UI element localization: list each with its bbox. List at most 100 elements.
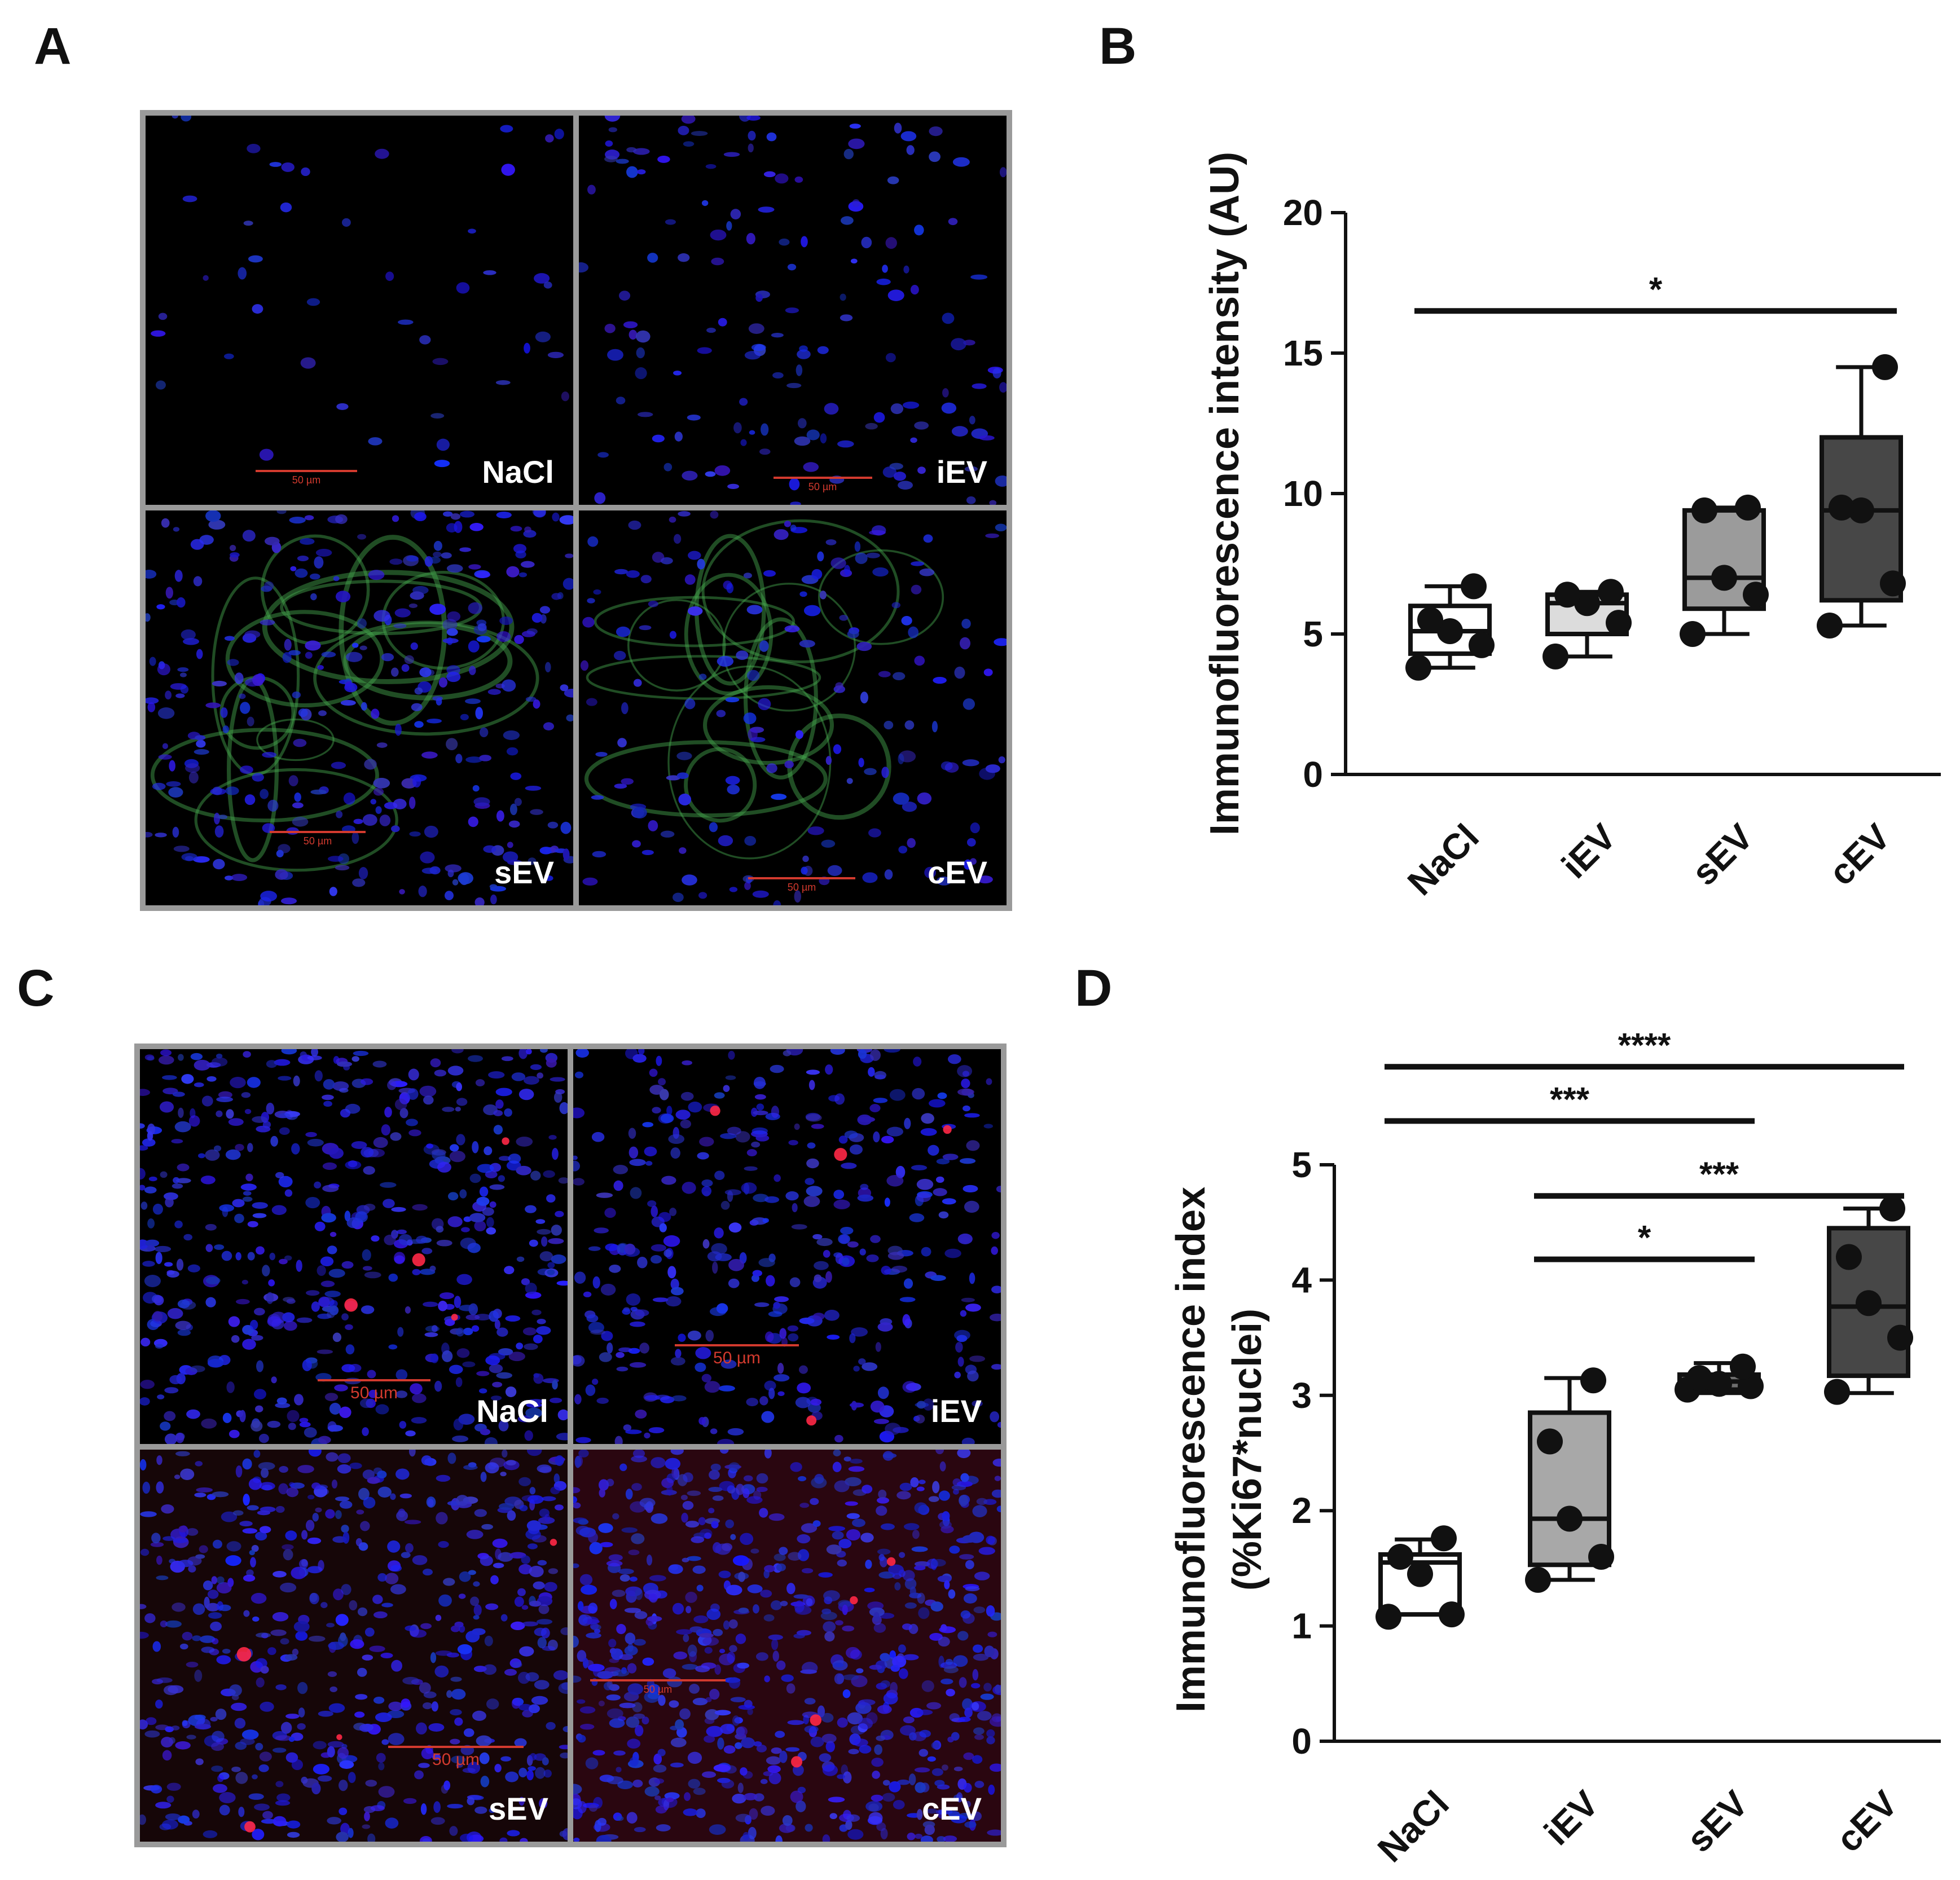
data-point: [1675, 1376, 1700, 1403]
micrograph-tile-a-iev: 50 µm iEV: [579, 116, 1007, 505]
box-cEV: [1827, 1207, 1910, 1395]
points-NaCl: [1375, 1525, 1465, 1630]
box: [1682, 508, 1766, 611]
tissue-image: [151, 116, 569, 468]
data-point: [1606, 610, 1632, 636]
scale-bar-label: 50 µm: [713, 1349, 761, 1367]
y-tick-label: 15: [1283, 333, 1323, 373]
scale-bar-label: 50 µm: [350, 1384, 398, 1402]
data-point: [1743, 582, 1769, 608]
data-point: [1439, 1601, 1465, 1628]
box-iEV: [1545, 589, 1629, 659]
points-cEV: [1824, 1195, 1913, 1405]
significance-bracket: ****: [1385, 1026, 1904, 1070]
box-sEV: [1677, 1361, 1761, 1395]
x-tick-label: sEV: [1678, 1783, 1756, 1860]
points-sEV: [1680, 494, 1769, 647]
data-point: [1542, 643, 1568, 670]
box: [1820, 435, 1903, 603]
data-point: [1738, 1373, 1764, 1399]
y-tick-label: 10: [1283, 473, 1323, 514]
y-axis-label: Immunofluorescence intensity (AU): [1202, 152, 1247, 835]
x-tick-label: sEV: [1684, 816, 1761, 893]
scale-bar: [318, 1379, 430, 1381]
box-NaCl: [1378, 1537, 1462, 1617]
micrograph-grid-a: 50 µm NaCl 50 µm iEV 50 µm sEV 50 µm cEV: [140, 110, 1012, 911]
panel-letter-a: A: [34, 17, 72, 75]
box: [1528, 1410, 1611, 1568]
data-point: [1557, 1505, 1583, 1532]
scale-bar-label: 50 µm: [808, 481, 837, 492]
data-point: [1588, 1543, 1614, 1570]
data-point: [1469, 632, 1495, 658]
box-sEV: [1682, 505, 1766, 636]
data-point: [1836, 1244, 1862, 1270]
points-iEV: [1525, 1367, 1614, 1593]
data-point: [1580, 1367, 1606, 1394]
data-point: [1598, 579, 1624, 605]
scale-bar: [256, 470, 357, 472]
micrograph-tile-c-cev: 50 µm cEV: [573, 1450, 1001, 1842]
points-cEV: [1817, 354, 1906, 639]
data-point: [1856, 1290, 1882, 1317]
data-point: [1829, 494, 1854, 521]
scale-bar-label: 50 µm: [643, 1684, 673, 1695]
data-point: [1375, 1604, 1401, 1630]
data-point: [1872, 354, 1898, 380]
micrograph-tile-c-iev: 50 µm iEV: [573, 1049, 1001, 1444]
points-NaCl: [1405, 573, 1495, 681]
micrograph-tile-c-sev: 50 µm sEV: [140, 1450, 568, 1842]
y-axis-label: Immunofluorescence index: [1168, 1187, 1214, 1712]
y-tick-label: 20: [1283, 192, 1323, 233]
points-sEV: [1675, 1353, 1764, 1403]
y-axis-label-units: (%Ki67*nuclei): [1225, 1309, 1270, 1591]
tissue-image: [573, 1450, 1001, 1842]
box: [1827, 1226, 1910, 1379]
y-tick-label: 5: [1291, 1144, 1312, 1185]
y-tick-label: 5: [1303, 614, 1323, 654]
micrograph-tile-a-cev: 50 µm cEV: [579, 510, 1007, 905]
scale-bar-label: 50 µm: [303, 835, 332, 847]
data-point: [1880, 570, 1906, 597]
data-point: [1407, 1561, 1433, 1587]
box: [1545, 592, 1629, 637]
tissue-image: [573, 1049, 1001, 1444]
micrograph-tile-c-nacl: 50 µm NaCl: [140, 1049, 568, 1444]
data-point: [1461, 573, 1487, 600]
y-tick-label: 0: [1303, 754, 1323, 795]
scale-bar: [748, 877, 855, 879]
significance-bracket: ***: [1534, 1155, 1904, 1199]
tile-label: iEV: [936, 454, 987, 490]
scale-bar: [675, 1344, 799, 1346]
data-point: [1735, 494, 1761, 521]
tile-label: sEV: [489, 1791, 548, 1826]
y-tick-label: 1: [1291, 1606, 1312, 1646]
data-point: [1680, 621, 1706, 647]
box: [1408, 604, 1492, 656]
scale-bar-label: 50 µm: [432, 1750, 480, 1769]
panel-letter-c: C: [17, 959, 55, 1017]
data-point: [1711, 565, 1737, 591]
data-point: [1554, 582, 1580, 608]
data-point: [1879, 1195, 1905, 1222]
points-iEV: [1542, 579, 1632, 670]
panel-letter-b: B: [1099, 17, 1137, 75]
data-point: [1525, 1566, 1551, 1593]
tissue-image: [579, 116, 1007, 505]
x-tick-label: cEV: [1821, 816, 1898, 893]
significance-bracket: ***: [1385, 1080, 1755, 1124]
box: [1378, 1552, 1462, 1617]
box: [1677, 1372, 1761, 1392]
significance-label: ***: [1699, 1155, 1739, 1193]
y-tick-label: 3: [1291, 1375, 1312, 1416]
x-tick-label: iEV: [1554, 816, 1624, 886]
scale-bar: [774, 477, 872, 479]
box-iEV: [1528, 1376, 1611, 1582]
micrograph-tile-a-sev: 50 µm sEV: [146, 510, 573, 905]
significance-label: ****: [1618, 1026, 1671, 1064]
y-tick-label: 4: [1291, 1260, 1312, 1300]
significance-bracket: *: [1534, 1219, 1755, 1262]
data-point: [1405, 654, 1431, 681]
axes: 0 5 10 15 20 NaCl iEV sEV cEV Immunofluorescence …: [1202, 152, 1941, 903]
x-tick-label: iEV: [1536, 1783, 1606, 1853]
